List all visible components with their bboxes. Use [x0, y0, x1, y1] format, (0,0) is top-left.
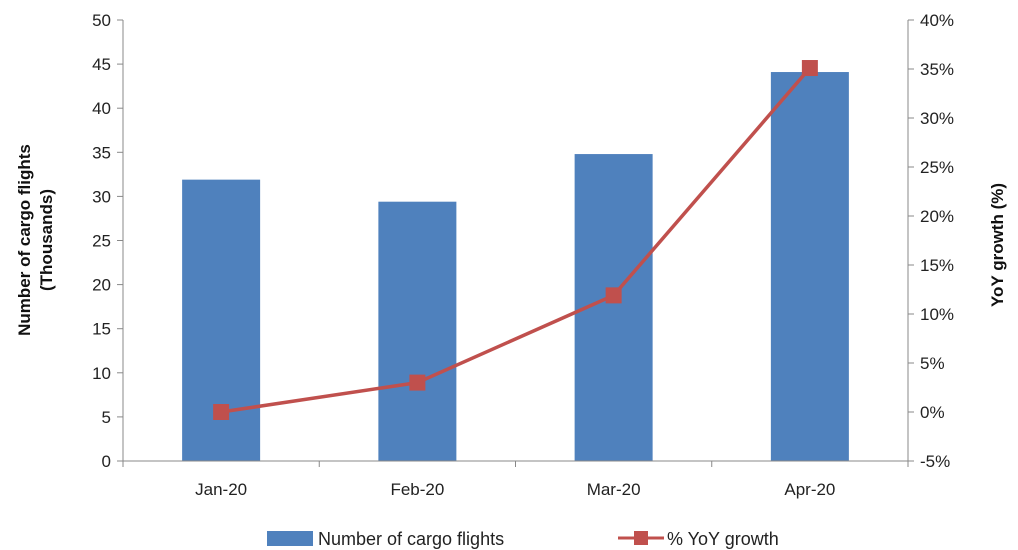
- y-axis-title: Number of cargo flights: [15, 144, 34, 336]
- bar-feb-20: [378, 201, 457, 461]
- yoy-marker-jan-20: [213, 404, 230, 420]
- right-tick-label: -5%: [920, 452, 950, 471]
- yoy-marker-feb-20: [409, 374, 426, 391]
- yoy-growth-line: [220, 66, 812, 414]
- right-tick-label: 0%: [920, 403, 945, 422]
- bar-apr-20: [770, 72, 849, 462]
- axes-layer: [117, 19, 914, 467]
- right-tick-label: 40%: [920, 11, 954, 30]
- x-tick-label: Apr-20: [784, 480, 835, 499]
- yoy-marker-apr-20: [801, 60, 818, 77]
- y-axis-title-unit: (Thousands): [37, 189, 56, 291]
- right-tick-label: 20%: [920, 207, 954, 226]
- left-tick-label: 20: [92, 276, 111, 295]
- left-tick-label: 40: [92, 99, 111, 118]
- legend-line-marker: [634, 531, 648, 545]
- legend-line-label: % YoY growth: [667, 529, 779, 549]
- legend-bar-swatch: [267, 531, 313, 546]
- yoy-marker-mar-20: [605, 287, 622, 304]
- left-tick-label: 50: [92, 11, 111, 30]
- right-tick-label: 25%: [920, 158, 954, 177]
- left-tick-label: 25: [92, 232, 111, 251]
- x-tick-label: Jan-20: [195, 480, 247, 499]
- right-tick-label: 5%: [920, 354, 945, 373]
- right-tick-label: 35%: [920, 60, 954, 79]
- left-tick-label: 30: [92, 187, 111, 206]
- left-tick-label: 15: [92, 320, 111, 339]
- line-layer: [213, 60, 818, 420]
- y2-axis-title: YoY growth (%): [988, 183, 1007, 307]
- left-tick-label: 0: [102, 452, 111, 471]
- x-tick-label: Feb-20: [390, 480, 444, 499]
- x-tick-label: Mar-20: [587, 480, 641, 499]
- left-tick-label: 10: [92, 364, 111, 383]
- bars-layer: [182, 72, 849, 462]
- right-tick-label: 15%: [920, 256, 954, 275]
- left-tick-label: 35: [92, 143, 111, 162]
- right-tick-label: 10%: [920, 305, 954, 324]
- ticks-layer: 0 5 10 15 20 25 30 35 40 45 50 -5% 0% 5% 10% 15% 20% 25% 3…: [92, 11, 954, 499]
- right-tick-label: 30%: [920, 109, 954, 128]
- left-tick-label: 5: [102, 408, 111, 427]
- legend: Number of cargo flights % YoY growth: [267, 529, 779, 549]
- legend-bar-label: Number of cargo flights: [318, 529, 504, 549]
- left-tick-label: 45: [92, 55, 111, 74]
